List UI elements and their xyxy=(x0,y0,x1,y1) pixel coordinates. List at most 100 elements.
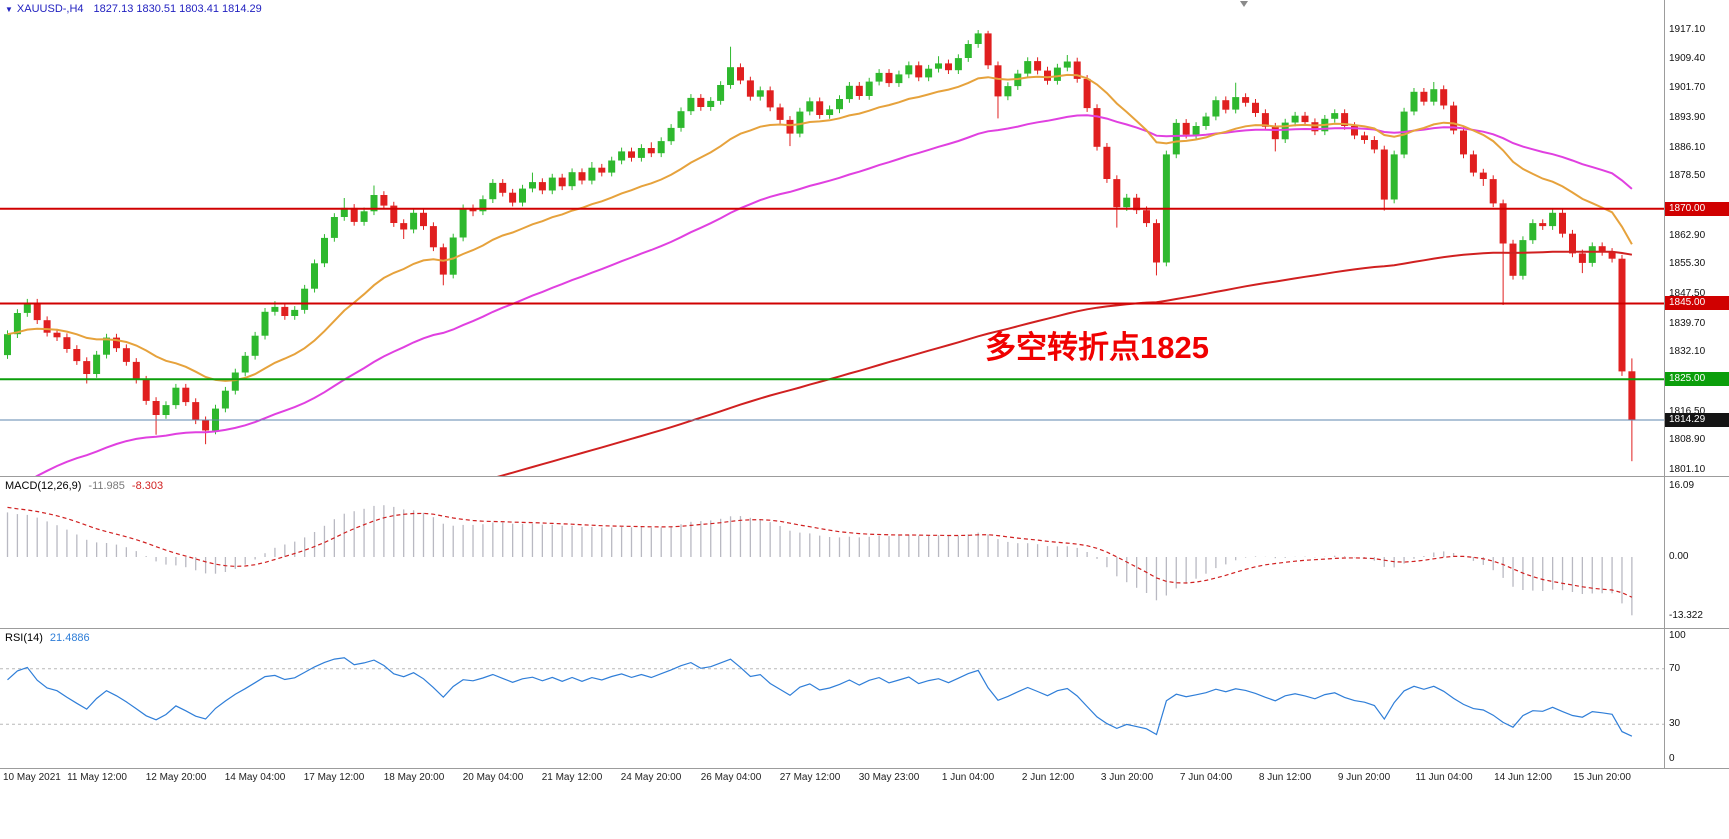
candle-body xyxy=(1559,212,1566,234)
candle-body xyxy=(1202,116,1210,126)
candle-body xyxy=(73,349,81,362)
candle-body xyxy=(1628,371,1636,420)
candle-body xyxy=(1004,86,1012,97)
candle-body xyxy=(598,167,606,173)
candle-body xyxy=(1400,111,1408,155)
chart-shift-marker[interactable] xyxy=(1240,1,1248,7)
candle-body xyxy=(618,151,626,161)
candle-body xyxy=(1212,100,1220,117)
candle-body xyxy=(746,80,754,97)
chart-ohlc-values: 1827.13 1830.51 1803.41 1814.29 xyxy=(93,3,262,15)
candle-body xyxy=(984,33,992,66)
candle-body xyxy=(1489,179,1497,204)
candle-body xyxy=(1103,146,1111,179)
price-tag-1845.00: 1845.00 xyxy=(1665,296,1729,310)
candle-body xyxy=(469,208,477,212)
candle-body xyxy=(885,72,893,84)
candle-body xyxy=(449,237,457,275)
candle-body xyxy=(1153,223,1160,263)
candle-body xyxy=(826,109,834,115)
candle-body xyxy=(53,332,61,338)
candle-body xyxy=(925,68,933,78)
price-axis-label: 1909.40 xyxy=(1669,53,1706,64)
candle-body xyxy=(519,188,526,203)
candle-body xyxy=(697,97,705,107)
candle-body xyxy=(568,172,576,187)
candle-body xyxy=(380,195,388,206)
candle-body xyxy=(954,58,962,71)
candle-body xyxy=(489,182,497,200)
time-axis[interactable]: 10 May 2021 11 May 12:00 12 May 20:00 14 Ma… xyxy=(0,769,1729,791)
candle-body xyxy=(1529,223,1537,241)
candle-body xyxy=(83,361,91,374)
candle-body xyxy=(1420,91,1428,102)
time-axis-label: 21 May 12:00 xyxy=(541,772,603,783)
price-axis-label: 1839.70 xyxy=(1669,318,1706,329)
candle-body xyxy=(1450,105,1458,131)
macd-value-signal: -8.303 xyxy=(131,480,164,492)
chart-annotation[interactable]: 多空转折点1825 xyxy=(985,330,1209,365)
price-axis-label: 1801.10 xyxy=(1669,464,1706,475)
candle-body xyxy=(727,67,734,85)
time-axis-label: 15 Jun 20:00 xyxy=(1573,772,1631,783)
candle-body xyxy=(33,302,41,321)
candle-body xyxy=(1271,126,1279,140)
candle-body xyxy=(935,63,942,69)
price-axis-label: 1893.90 xyxy=(1669,112,1706,123)
candle-body xyxy=(1361,135,1368,140)
macd-value-main: -11.985 xyxy=(88,480,125,492)
candle-body xyxy=(1123,197,1131,208)
time-axis-label: 18 May 20:00 xyxy=(383,772,445,783)
candle-body xyxy=(103,337,110,355)
candle-body xyxy=(43,320,51,333)
candle-body xyxy=(1430,89,1438,102)
candle-body xyxy=(845,85,853,100)
price-axis[interactable]: 1917.10 1909.40 1901.70 1893.90 1886.10 1878.… xyxy=(1665,0,1729,790)
candle-body xyxy=(756,90,764,97)
candle-body xyxy=(330,217,338,238)
rsi-axis-label: 100 xyxy=(1669,630,1686,641)
candle-body xyxy=(182,387,190,403)
candle-body xyxy=(737,67,744,81)
time-axis-label: 1 Jun 04:00 xyxy=(941,772,995,783)
time-axis-label: 8 Jun 12:00 xyxy=(1258,772,1312,783)
price-tag-1825.00: 1825.00 xyxy=(1665,372,1729,386)
candle-body xyxy=(628,151,635,158)
candle-body xyxy=(1549,212,1557,227)
rsi-value: 21.4886 xyxy=(49,632,90,644)
candle-body xyxy=(1380,149,1388,200)
candle-body xyxy=(231,372,239,391)
candle-body xyxy=(875,72,883,82)
candle-body xyxy=(271,306,279,312)
time-axis-label: 9 Jun 20:00 xyxy=(1337,772,1391,783)
candle-body xyxy=(162,405,170,415)
rsi-plot xyxy=(0,657,1664,737)
price-axis-label: 1886.10 xyxy=(1669,142,1706,153)
time-axis-label: 30 May 23:00 xyxy=(858,772,920,783)
symbol-dropdown-triangle-icon[interactable]: ▼ xyxy=(5,5,13,14)
candle-body xyxy=(1133,197,1141,211)
rsi-indicator-label: RSI(14) 21.4886 xyxy=(5,632,97,644)
candle-body xyxy=(350,207,358,222)
price-axis-label: 1816.50 xyxy=(1669,406,1706,417)
chart-canvas[interactable] xyxy=(0,0,1729,792)
candle-body xyxy=(509,192,517,203)
candle-body xyxy=(1588,246,1596,263)
candle-body xyxy=(1182,122,1190,135)
macd-name: MACD(12,26,9) xyxy=(5,480,82,492)
candle-body xyxy=(1331,113,1339,119)
rsi-line xyxy=(7,657,1633,737)
candle-body xyxy=(281,306,289,316)
candle-body xyxy=(538,182,546,191)
time-axis-label: 2 Jun 12:00 xyxy=(1021,772,1075,783)
candle-body xyxy=(251,335,259,356)
candle-body xyxy=(13,313,21,335)
candle-body xyxy=(142,379,150,401)
time-axis-label: 14 Jun 12:00 xyxy=(1494,772,1552,783)
time-axis-label: 24 May 20:00 xyxy=(620,772,682,783)
candle-body xyxy=(1499,203,1507,244)
rsi-axis-label: 70 xyxy=(1669,663,1681,674)
rsi-axis-label: 0 xyxy=(1669,753,1675,764)
candle-body xyxy=(1083,78,1091,109)
time-axis-label: 10 May 2021 xyxy=(3,772,61,783)
